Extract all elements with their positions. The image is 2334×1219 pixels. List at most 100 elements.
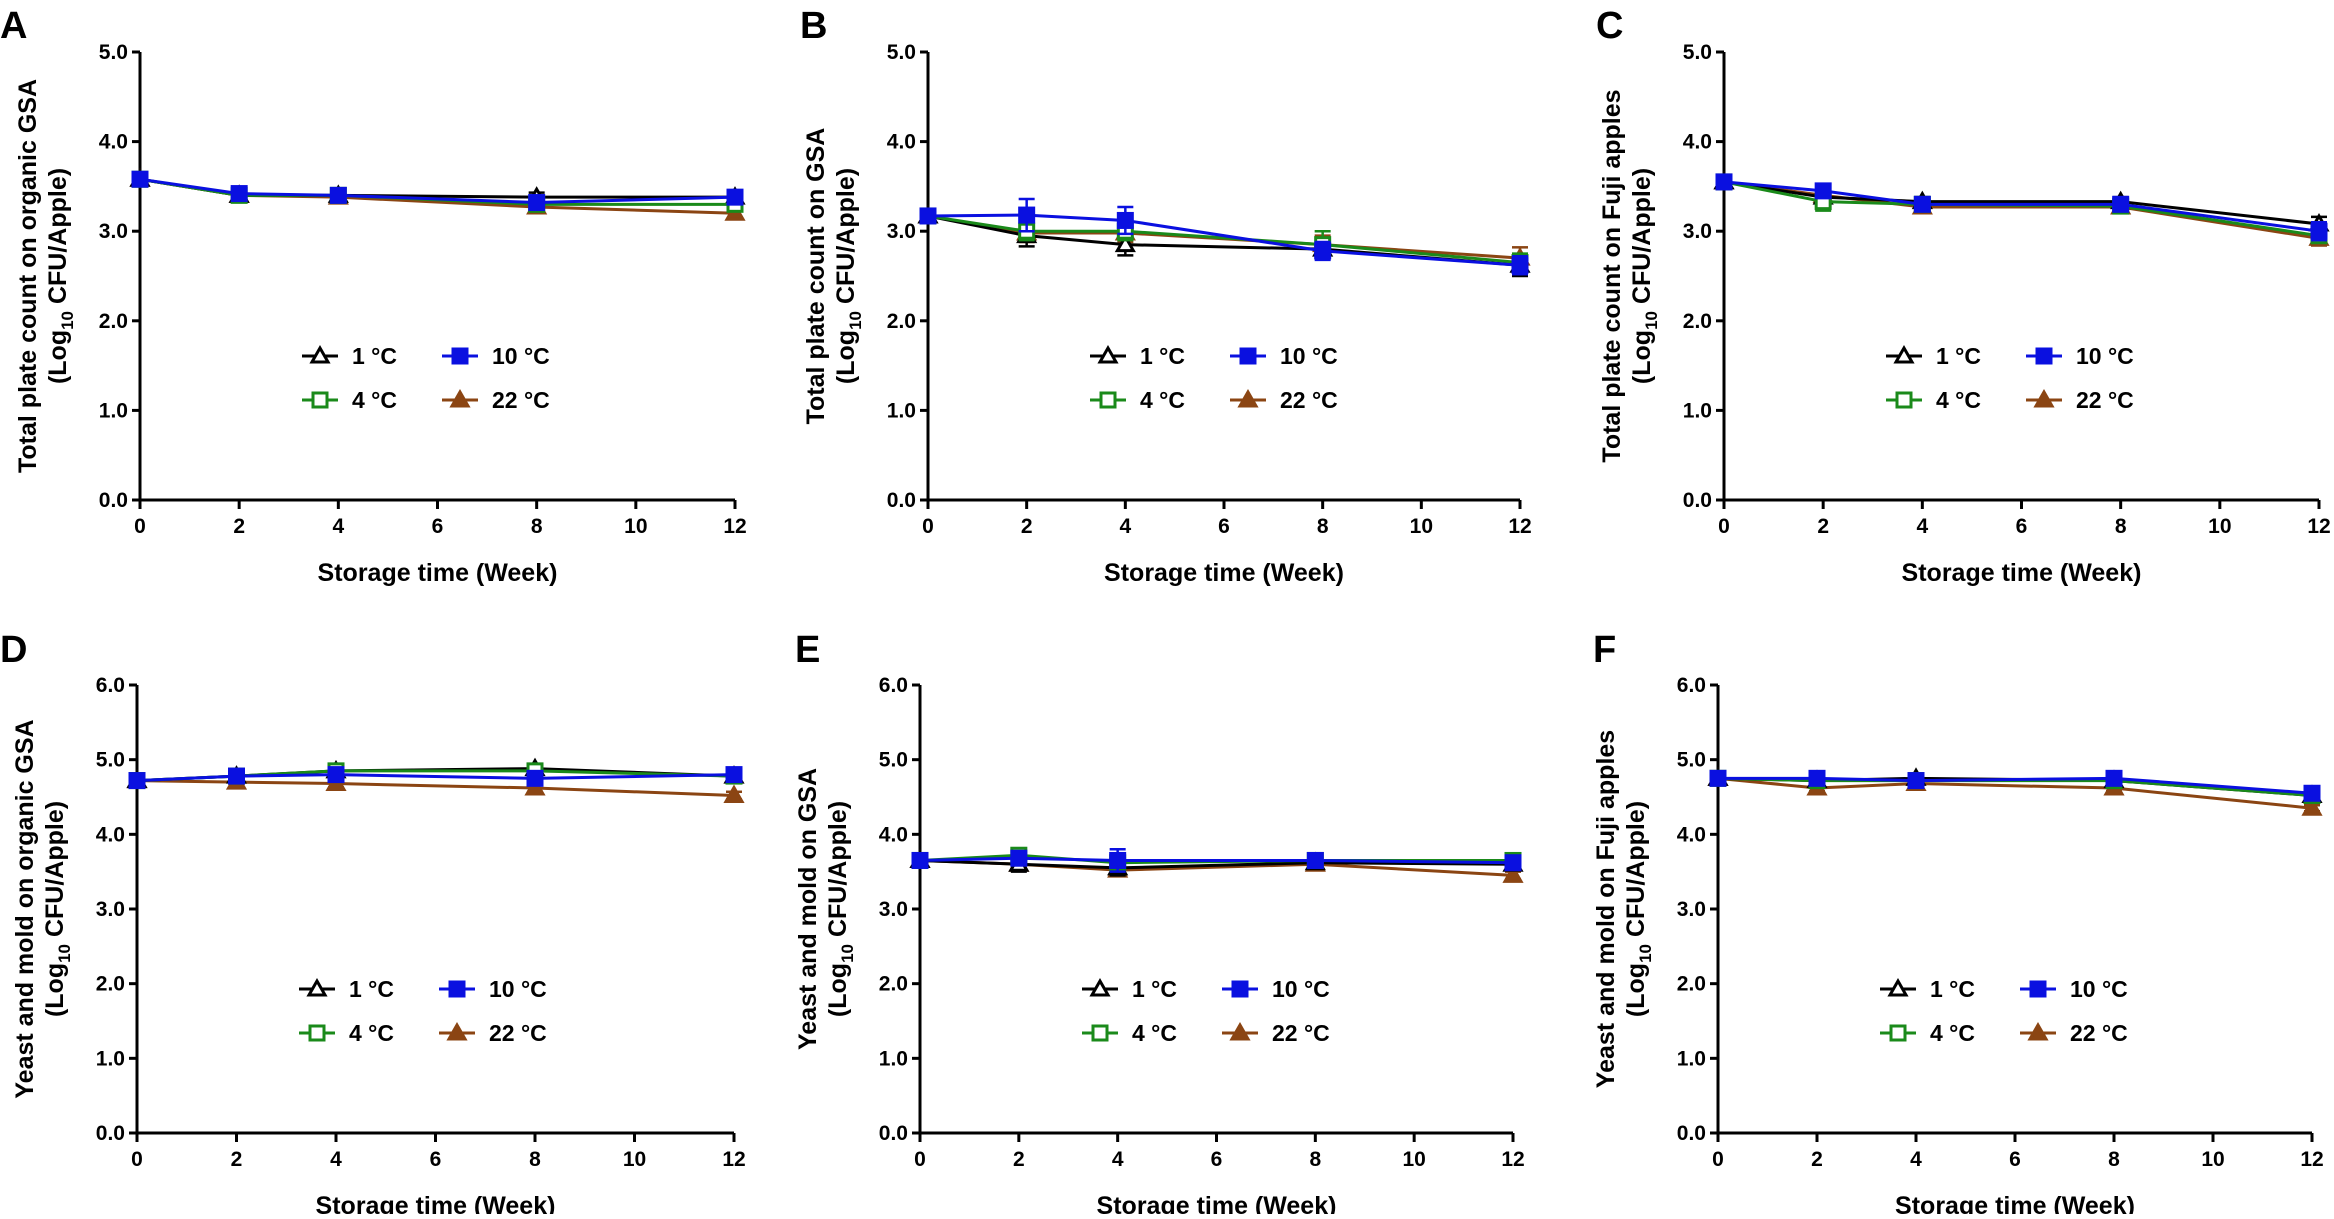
legend-marker bbox=[1091, 1024, 1109, 1042]
legend-label: 1 °C bbox=[1132, 976, 1177, 1002]
data-point bbox=[1114, 233, 1136, 253]
data-point bbox=[329, 186, 347, 204]
y-tick-label: 0.0 bbox=[96, 1122, 125, 1145]
data-point bbox=[2112, 195, 2130, 213]
y-tick-label: 6.0 bbox=[96, 674, 125, 697]
data-point bbox=[1010, 849, 1028, 867]
legend-marker bbox=[451, 347, 469, 365]
panel-letter: F bbox=[1593, 629, 1616, 671]
legend: 1 °C 10 °C 4 °C 22 °C bbox=[299, 976, 547, 1046]
panel-letter: E bbox=[795, 629, 820, 671]
x-tick-label: 12 bbox=[2300, 1148, 2323, 1171]
data-point bbox=[1018, 206, 1036, 224]
y-tick-label: 2.0 bbox=[1677, 973, 1706, 996]
legend-label: 22 °C bbox=[1280, 387, 1338, 413]
legend: 1 °C 10 °C 4 °C 22 °C bbox=[1886, 343, 2134, 413]
y-tick-label: 1.0 bbox=[887, 399, 916, 422]
series-10c bbox=[131, 170, 744, 212]
legend-marker bbox=[1895, 391, 1913, 409]
legend-marker bbox=[446, 1021, 468, 1041]
legend-marker bbox=[1893, 344, 1915, 364]
legend-label: 10 °C bbox=[492, 343, 550, 369]
y-tick-label: 0.0 bbox=[879, 1122, 908, 1145]
x-tick-label: 0 bbox=[914, 1148, 926, 1171]
legend-label: 22 °C bbox=[489, 1020, 547, 1046]
legend-marker bbox=[1889, 1024, 1907, 1042]
x-tick-label: 6 bbox=[2016, 515, 2028, 538]
data-point bbox=[725, 766, 743, 784]
y-tick-label: 4.0 bbox=[99, 131, 128, 154]
x-tick-label: 10 bbox=[1410, 515, 1433, 538]
y-tick-label: 2.0 bbox=[887, 310, 916, 333]
y-axis-title-line1: Yeast and mold on organic GSA bbox=[11, 719, 39, 1098]
y-axis-title-line2: (Log10 CFU/Apple) bbox=[1628, 168, 1661, 384]
y-axis-title-line1: Yeast and mold on Fuji apples bbox=[1592, 730, 1620, 1088]
x-tick-label: 12 bbox=[1501, 1148, 1524, 1171]
y-tick-label: 4.0 bbox=[887, 131, 916, 154]
data-point bbox=[1109, 851, 1127, 869]
legend-label: 1 °C bbox=[1936, 343, 1981, 369]
data-point bbox=[1306, 851, 1324, 869]
x-tick-label: 4 bbox=[332, 515, 344, 538]
panel-letter: B bbox=[800, 5, 827, 47]
data-point bbox=[1913, 195, 1931, 213]
x-tick-label: 4 bbox=[1119, 515, 1131, 538]
data-point bbox=[528, 194, 546, 212]
x-axis-title: Storage time (Week) bbox=[1104, 559, 1344, 587]
data-point bbox=[1907, 772, 1925, 790]
y-axis-title-line2: (Log10 CFU/Apple) bbox=[41, 801, 74, 1017]
series-1c bbox=[917, 204, 1531, 278]
x-tick-label: 10 bbox=[623, 1148, 646, 1171]
y-tick-label: 0.0 bbox=[1683, 489, 1712, 512]
data-point bbox=[526, 769, 544, 787]
data-point bbox=[2310, 222, 2328, 240]
x-tick-label: 8 bbox=[529, 1148, 541, 1171]
legend-label: 22 °C bbox=[2070, 1020, 2128, 1046]
series-line bbox=[1717, 776, 2313, 810]
legend-marker bbox=[2029, 980, 2047, 998]
x-tick-label: 6 bbox=[432, 515, 444, 538]
legend-marker bbox=[1887, 977, 1909, 997]
legend-label: 1 °C bbox=[349, 976, 394, 1002]
data-point bbox=[524, 777, 546, 796]
legend-label: 22 °C bbox=[1272, 1020, 1330, 1046]
x-tick-label: 2 bbox=[1021, 515, 1033, 538]
data-point bbox=[726, 188, 744, 206]
legend-label: 4 °C bbox=[1132, 1020, 1177, 1046]
legend-label: 10 °C bbox=[2070, 976, 2128, 1002]
x-tick-label: 4 bbox=[330, 1148, 342, 1171]
legend-marker bbox=[311, 391, 329, 409]
x-tick-label: 6 bbox=[430, 1148, 442, 1171]
y-tick-label: 4.0 bbox=[1683, 131, 1712, 154]
legend-label: 1 °C bbox=[352, 343, 397, 369]
x-tick-label: 10 bbox=[1402, 1148, 1425, 1171]
x-tick-label: 8 bbox=[531, 515, 543, 538]
y-tick-label: 5.0 bbox=[1677, 749, 1706, 772]
data-point bbox=[327, 766, 345, 784]
y-tick-label: 4.0 bbox=[96, 823, 125, 846]
legend-label: 10 °C bbox=[1272, 976, 1330, 1002]
data-point bbox=[2301, 797, 2323, 816]
y-tick-label: 3.0 bbox=[99, 220, 128, 243]
x-tick-label: 10 bbox=[2201, 1148, 2224, 1171]
y-tick-label: 1.0 bbox=[99, 399, 128, 422]
data-point bbox=[911, 851, 929, 869]
series-22c bbox=[1713, 170, 2330, 247]
legend: 1 °C 10 °C 4 °C 22 °C bbox=[1880, 976, 2128, 1046]
legend-label: 4 °C bbox=[1140, 387, 1185, 413]
y-axis-title-line1: Yeast and mold on GSA bbox=[794, 768, 822, 1050]
data-point bbox=[1314, 242, 1332, 260]
x-tick-label: 12 bbox=[722, 1148, 745, 1171]
y-tick-label: 3.0 bbox=[1677, 898, 1706, 921]
y-tick-label: 4.0 bbox=[879, 823, 908, 846]
data-point bbox=[1116, 211, 1134, 229]
y-tick-label: 1.0 bbox=[1683, 399, 1712, 422]
data-point bbox=[228, 767, 245, 785]
x-axis-title: Storage time (Week) bbox=[1097, 1192, 1337, 1214]
panel-letter: D bbox=[0, 629, 27, 671]
data-point bbox=[1504, 854, 1522, 872]
y-tick-label: 0.0 bbox=[99, 489, 128, 512]
x-tick-label: 2 bbox=[1811, 1148, 1823, 1171]
x-tick-label: 4 bbox=[1112, 1148, 1124, 1171]
